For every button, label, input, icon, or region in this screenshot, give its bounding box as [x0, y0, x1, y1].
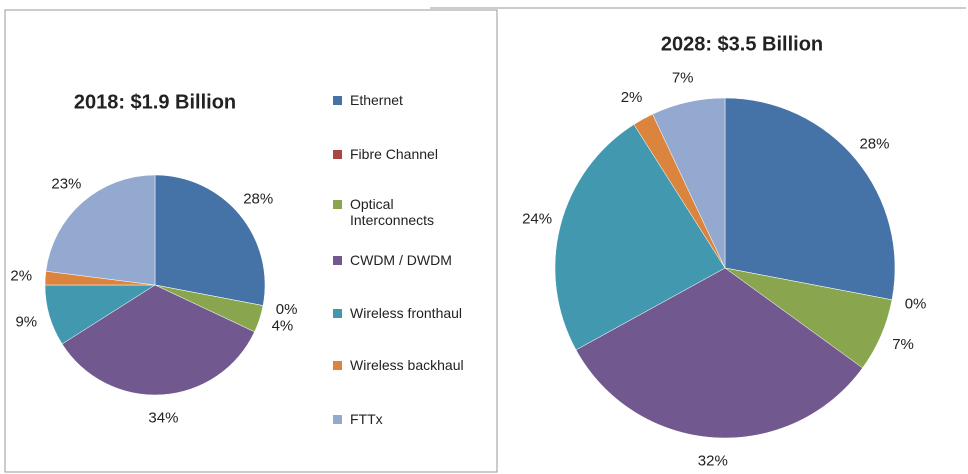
legend-swatch	[333, 309, 342, 318]
slice-label: 0%	[276, 301, 298, 318]
legend-label: Fibre Channel	[350, 146, 438, 162]
legend-label: Wireless fronthaul	[350, 305, 463, 321]
slice-label: 7%	[672, 70, 694, 87]
slice-label: 28%	[859, 135, 889, 152]
slice-label: 4%	[272, 317, 294, 334]
pie-slice	[154, 174, 266, 306]
legend-swatch	[333, 150, 342, 159]
legend-swatch	[333, 361, 342, 370]
slice-label: 2%	[10, 268, 32, 285]
slice-label: 28%	[243, 191, 273, 208]
slice-label: 24%	[522, 211, 552, 228]
legend-swatch	[333, 256, 342, 265]
pie-slice	[724, 97, 896, 301]
pie-slice	[45, 174, 156, 286]
slice-label: 9%	[15, 313, 37, 330]
pie-slice	[652, 97, 726, 269]
legend-swatch	[333, 96, 342, 105]
legend-item: CWDM / DWDM	[333, 252, 483, 268]
legend-item: Ethernet	[333, 92, 483, 108]
pie-slice	[554, 124, 726, 351]
pie-slice	[575, 267, 863, 439]
legend-item: FTTx	[333, 411, 483, 427]
chart-title: 2018: $1.9 Billion	[74, 91, 236, 113]
slice-label: 7%	[892, 336, 914, 353]
legend-label: Optical Interconnects	[350, 196, 435, 228]
legend-label: CWDM / DWDM	[350, 252, 452, 268]
slice-label: 34%	[148, 410, 178, 427]
legend-label: FTTx	[350, 411, 383, 427]
legend-item: Optical Interconnects	[333, 196, 443, 228]
slice-label: 0%	[905, 295, 927, 312]
legend-swatch	[333, 415, 342, 424]
slice-label: 2%	[621, 89, 643, 106]
legend-swatch	[333, 200, 342, 209]
slice-label: 32%	[698, 453, 728, 470]
legend-item: Wireless fronthaul	[333, 305, 483, 321]
legend-label: Ethernet	[350, 92, 403, 108]
chart-title: 2028: $3.5 Billion	[661, 33, 823, 55]
slice-label: 23%	[51, 175, 81, 192]
legend-item: Fibre Channel	[333, 146, 483, 162]
pie-slice	[61, 284, 255, 396]
legend-label: Wireless backhaul	[350, 357, 464, 373]
legend-item: Wireless backhaul	[333, 357, 483, 373]
